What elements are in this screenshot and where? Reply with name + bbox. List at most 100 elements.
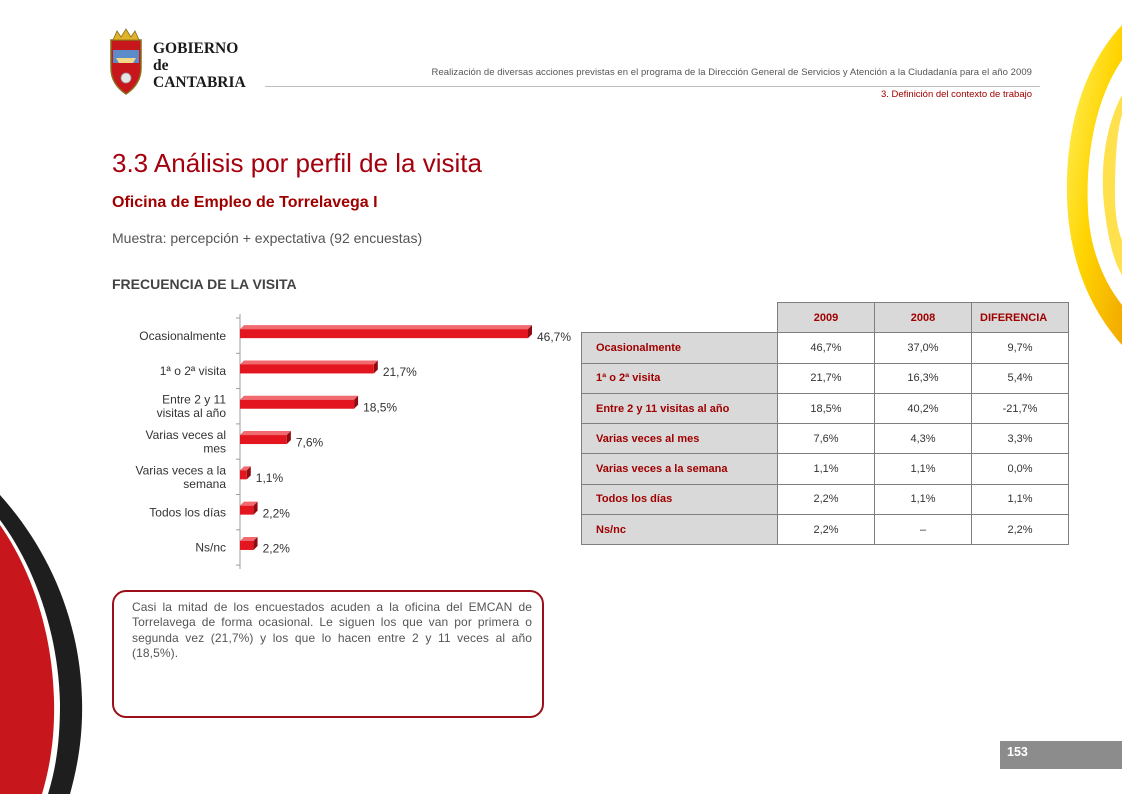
table-cell-2009: 2,2% xyxy=(777,483,875,516)
org-line-3: CANTABRIA xyxy=(153,74,246,91)
table-row: 1ª o 2ª visita 21,7% 16,3% 5,4% xyxy=(581,362,1069,394)
bar-value-label: 2,2% xyxy=(263,506,291,520)
bar xyxy=(240,329,528,339)
bar xyxy=(240,435,287,445)
table-row-label: Varias veces a la semana xyxy=(581,453,778,485)
bar-value-label: 46,7% xyxy=(537,330,571,344)
bar-top-face xyxy=(240,536,258,541)
table-cell-difference: -21,7% xyxy=(971,392,1069,425)
report-title: Realización de diversas acciones previst… xyxy=(431,67,1032,78)
bar-value-label: 18,5% xyxy=(363,400,397,414)
bar-end-face xyxy=(253,501,258,515)
table-corner-cell xyxy=(581,301,778,334)
bar xyxy=(240,399,355,409)
table-cell-2008: 1,1% xyxy=(874,483,972,516)
bar-end-face xyxy=(373,360,378,374)
table-cell-2008: 4,3% xyxy=(874,423,972,455)
table-cell-difference: 1,1% xyxy=(971,483,1069,516)
category-label: visitas al año xyxy=(157,406,227,420)
category-label: Ocasionalmente xyxy=(139,329,226,343)
bar-top-face xyxy=(240,501,258,506)
page-number: 153 xyxy=(1007,745,1028,759)
column-header-difference: DIFERENCIA xyxy=(971,301,1069,334)
table-body: Ocasionalmente 46,7% 37,0% 9,7% 1ª o 2ª visi… xyxy=(581,332,1069,546)
table-cell-2009: 46,7% xyxy=(777,332,875,364)
bar-value-label: 1,1% xyxy=(256,471,284,485)
bar-value-label: 2,2% xyxy=(263,542,291,556)
bar-value-label: 21,7% xyxy=(383,365,417,379)
table-cell-difference: 5,4% xyxy=(971,362,1069,394)
table-row-label: Ns/nc xyxy=(581,514,778,546)
table-cell-2008: 1,1% xyxy=(874,453,972,485)
table-row-label: 1ª o 2ª visita xyxy=(581,362,778,394)
table-cell-2008: – xyxy=(874,514,972,546)
table-cell-2009: 7,6% xyxy=(777,423,875,455)
table-row: Varias veces al mes 7,6% 4,3% 3,3% xyxy=(581,423,1069,455)
yellow-swirl-decoration xyxy=(1066,25,1122,345)
sample-description: Muestra: percepción + expectativa (92 en… xyxy=(112,230,423,246)
table-row: Ocasionalmente 46,7% 37,0% 9,7% xyxy=(581,332,1069,364)
bar xyxy=(240,364,374,374)
page-number-bar xyxy=(1000,741,1122,769)
table-cell-2009: 2,2% xyxy=(777,514,875,546)
category-label: semana xyxy=(183,477,226,491)
table-cell-2009: 1,1% xyxy=(777,453,875,485)
table-cell-difference: 9,7% xyxy=(971,332,1069,364)
bar-end-face xyxy=(253,536,258,550)
cantabria-coat-of-arms-icon xyxy=(110,28,142,95)
table-row-label: Entre 2 y 11 visitas al año xyxy=(581,392,778,425)
category-label: Varias veces al xyxy=(146,428,226,442)
table-cell-2009: 21,7% xyxy=(777,362,875,394)
page-title: 3.3 Análisis por perfil de la visita xyxy=(112,148,482,178)
org-line-2: de xyxy=(153,57,169,74)
visit-frequency-bar-chart: 46,7% Ocasionalmente 21,7% 1ª o 2ª visita 18… xyxy=(136,314,571,569)
table-cell-2008: 37,0% xyxy=(874,332,972,364)
bar xyxy=(240,505,254,515)
table-cell-difference: 0,0% xyxy=(971,453,1069,485)
red-arc-decoration xyxy=(0,495,83,794)
table-cell-difference: 2,2% xyxy=(971,514,1069,546)
table-row: Entre 2 y 11 visitas al año 18,5% 40,2% -21… xyxy=(581,392,1069,425)
bar xyxy=(240,470,247,480)
table-row-label: Todos los días xyxy=(581,483,778,516)
org-line-1: GOBIERNO xyxy=(153,40,239,57)
table-header-row: 2009 2008 DIFERENCIA xyxy=(581,301,1069,334)
table-cell-2008: 40,2% xyxy=(874,392,972,425)
commentary-box: Casi la mitad de los encuestados acuden … xyxy=(112,590,544,718)
category-label: mes xyxy=(203,441,226,455)
bar-top-face xyxy=(240,325,532,330)
category-label: Entre 2 y 11 xyxy=(162,393,226,407)
category-label: Todos los días xyxy=(149,505,226,519)
header-divider xyxy=(265,86,1040,87)
bar-top-face xyxy=(240,395,359,400)
bar-end-face xyxy=(528,325,532,339)
table-cell-difference: 3,3% xyxy=(971,423,1069,455)
bar-top-face xyxy=(240,431,291,436)
table-row-label: Varias veces al mes xyxy=(581,423,778,455)
chart-heading: FRECUENCIA DE LA VISITA xyxy=(112,276,297,292)
table-row: Ns/nc 2,2% –2,2% xyxy=(581,514,1069,546)
category-label: 1ª o 2ª visita xyxy=(160,364,227,378)
category-label: Ns/nc xyxy=(195,541,226,555)
bar-end-face xyxy=(286,431,291,445)
table-row: Todos los días 2,2% 1,1% 1,1% xyxy=(581,483,1069,516)
section-label: 3. Definición del contexto de trabajo xyxy=(880,89,1032,100)
office-subtitle: Oficina de Empleo de Torrelavega I xyxy=(112,194,378,211)
comparison-table: 2009 2008 DIFERENCIA Ocasionalmente 46,7%… xyxy=(581,301,1069,546)
commentary-text: Casi la mitad de los encuestados acuden … xyxy=(132,600,532,660)
bar-end-face xyxy=(354,395,359,409)
column-header-2008: 2008 xyxy=(874,301,972,334)
bar-top-face xyxy=(240,466,251,471)
table-cell-2009: 18,5% xyxy=(777,392,875,425)
table-row-label: Ocasionalmente xyxy=(581,332,778,364)
bar-end-face xyxy=(246,466,251,480)
bar-value-label: 7,6% xyxy=(296,436,324,450)
column-header-2009: 2009 xyxy=(777,301,875,334)
table-cell-2008: 16,3% xyxy=(874,362,972,394)
category-label: Varias veces a la xyxy=(136,463,227,477)
bar xyxy=(240,540,254,550)
organization-name: GOBIERNO de CANTABRIA xyxy=(153,40,246,91)
table-row: Varias veces a la semana 1,1% 1,1% 0,0% xyxy=(581,453,1069,485)
bar-top-face xyxy=(240,360,378,365)
